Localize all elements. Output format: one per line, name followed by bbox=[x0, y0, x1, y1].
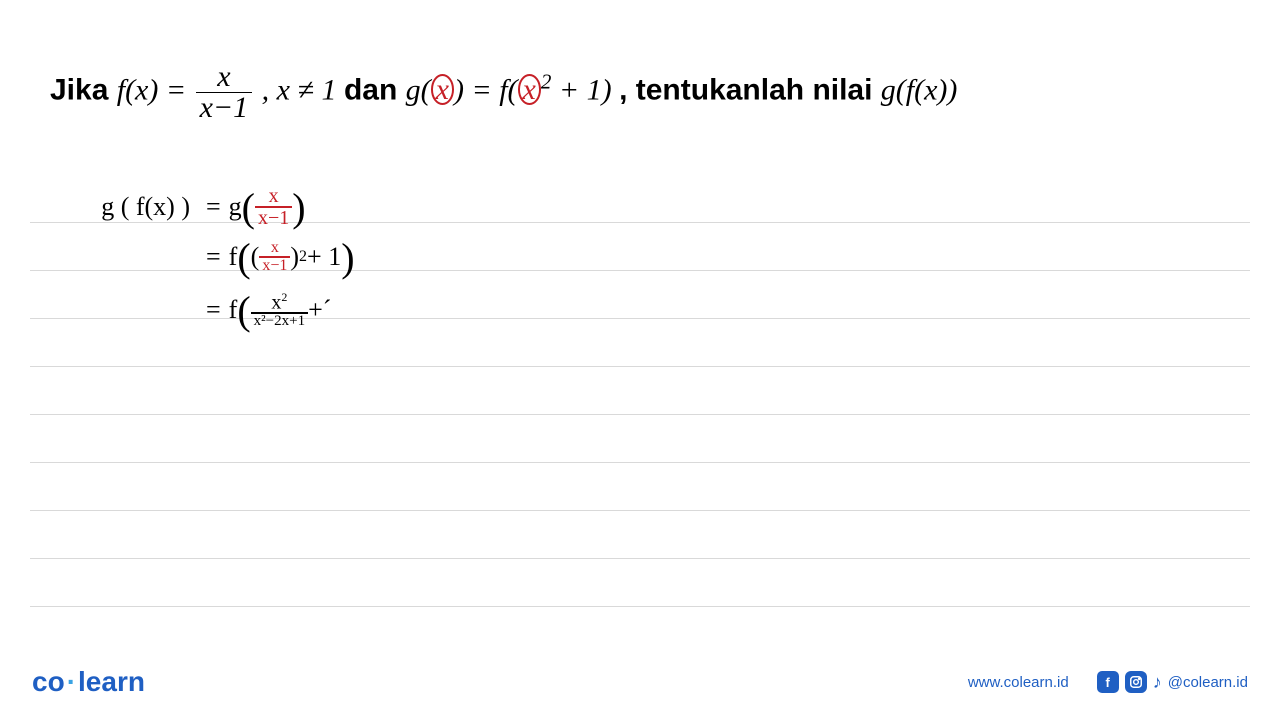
hfrac-den: x²−2x+1 bbox=[251, 312, 308, 329]
text-jika: Jika bbox=[50, 73, 117, 106]
sup-2: 2 bbox=[541, 69, 552, 93]
ruled-line bbox=[30, 463, 1250, 511]
equals: = bbox=[198, 242, 229, 272]
work-line-3: = f ( x2 x²−2x+1 + ´ bbox=[70, 282, 355, 338]
math-cond: , x ≠ 1 bbox=[262, 73, 344, 106]
text-dan: dan bbox=[344, 73, 406, 106]
problem-statement: Jika f(x) = x x−1 , x ≠ 1 dan g(x) = f(x… bbox=[50, 62, 1230, 123]
frac-red-2: x x−1 bbox=[259, 240, 290, 274]
ruled-line bbox=[30, 511, 1250, 559]
squared: 2 bbox=[299, 248, 307, 266]
social-group: f ♪ @colearn.id bbox=[1097, 671, 1248, 693]
g-letter: g bbox=[229, 192, 242, 222]
hfrac-num: x bbox=[259, 240, 290, 256]
f-letter: f bbox=[229, 242, 238, 272]
equals: = bbox=[198, 192, 229, 222]
footer-url: www.colearn.id bbox=[968, 674, 1069, 691]
social-handle: @colearn.id bbox=[1168, 674, 1248, 691]
trailing-mark: ´ bbox=[323, 295, 332, 325]
lhs: g ( f(x) ) bbox=[70, 192, 198, 222]
lparen: ( bbox=[237, 234, 250, 281]
equals: = bbox=[198, 295, 229, 325]
circled-x-2: x bbox=[518, 74, 541, 105]
math-plus1: + 1) bbox=[551, 73, 611, 106]
frac-expanded: x2 x²−2x+1 bbox=[251, 291, 308, 330]
text-tentukan: , tentukanlah nilai bbox=[619, 73, 881, 106]
instagram-icon bbox=[1125, 671, 1147, 693]
math-gfx: g(f(x)) bbox=[881, 73, 958, 106]
logo-co: co bbox=[32, 666, 65, 697]
hfrac-num: x bbox=[255, 186, 292, 206]
fraction-x-over-xminus1: x x−1 bbox=[196, 62, 253, 123]
logo-learn: learn bbox=[78, 666, 145, 697]
facebook-icon: f bbox=[1097, 671, 1119, 693]
frac-num: x bbox=[196, 62, 253, 92]
circled-x-1: x bbox=[431, 74, 454, 105]
work-line-2: = f ( ( x x−1 )2 + 1 ) bbox=[70, 232, 355, 282]
work-line-1: g ( f(x) ) = g ( x x−1 ) bbox=[70, 182, 355, 232]
plus: + bbox=[308, 295, 323, 325]
ruled-line bbox=[30, 367, 1250, 415]
math-g-open: g( bbox=[406, 73, 431, 106]
math-fx: f(x) = bbox=[117, 73, 194, 106]
ruled-line bbox=[30, 559, 1250, 607]
plus-one: + 1 bbox=[307, 242, 341, 272]
lparen: ( bbox=[237, 287, 250, 334]
hfrac-den: x−1 bbox=[255, 206, 292, 228]
tiktok-icon: ♪ bbox=[1153, 672, 1162, 693]
ruled-line bbox=[30, 415, 1250, 463]
brand-logo: co·learn bbox=[32, 666, 145, 698]
rparen: ) bbox=[341, 234, 354, 281]
hfrac-den: x−1 bbox=[259, 256, 290, 274]
handwritten-work: g ( f(x) ) = g ( x x−1 ) = f ( ( x x−1 )… bbox=[70, 182, 355, 338]
frac-red: x x−1 bbox=[255, 186, 292, 228]
math-g-close-eq: ) = f( bbox=[454, 73, 518, 106]
lparen: ( bbox=[242, 184, 255, 231]
footer: co·learn www.colearn.id f ♪ @colearn.id bbox=[32, 666, 1248, 698]
frac-den: x−1 bbox=[196, 92, 253, 123]
logo-dot: · bbox=[67, 666, 76, 697]
rparen: ) bbox=[292, 184, 305, 231]
hfrac-num: x2 bbox=[251, 291, 308, 313]
inner-lparen: ( bbox=[251, 242, 260, 272]
inner-rparen: ) bbox=[290, 242, 299, 272]
f-letter: f bbox=[229, 295, 238, 325]
